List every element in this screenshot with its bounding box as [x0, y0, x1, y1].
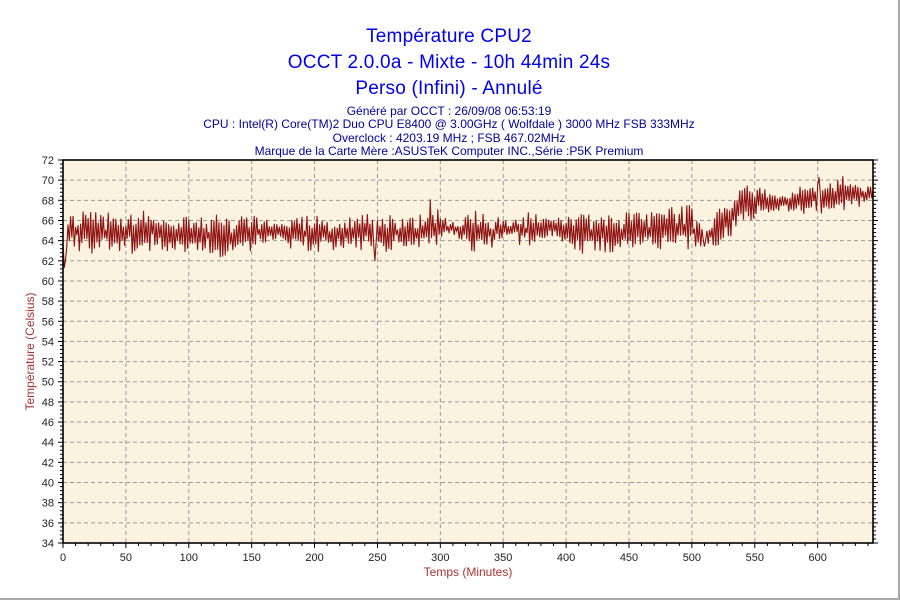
y-tick-label: 48	[42, 397, 54, 409]
chart-header: Température CPU2 OCCT 2.0.0a - Mixte - 1…	[0, 0, 898, 159]
plot-border	[62, 159, 874, 544]
x-tick-label: 50	[120, 552, 132, 564]
x-tick-label: 250	[368, 552, 386, 564]
chart-subtitle-test: OCCT 2.0.0a - Mixte - 10h 44min 24s	[287, 52, 611, 73]
y-tick-label: 50	[42, 377, 54, 389]
y-axis-label: Température (Celsius)	[23, 292, 37, 410]
chart-subtitle-status: Perso (Infini) - Annulé	[355, 78, 543, 99]
info-generated: Généré par OCCT : 26/09/08 06:53:19	[346, 104, 552, 118]
y-tick-label: 36	[42, 518, 54, 530]
y-tick-label: 52	[42, 357, 54, 369]
y-tick-label: 56	[42, 316, 54, 328]
x-tick-label: 400	[557, 552, 575, 564]
y-tick-label: 64	[42, 236, 54, 248]
y-tick-label: 54	[42, 336, 54, 348]
x-tick-label: 200	[305, 552, 323, 564]
x-tick-label: 100	[180, 552, 198, 564]
x-tick-label: 300	[431, 552, 449, 564]
y-tick-label: 42	[42, 457, 54, 469]
y-tick-label: 72	[42, 155, 54, 167]
x-tick-label: 0	[60, 552, 66, 564]
y-tick-label: 44	[42, 437, 54, 449]
y-tick-label: 58	[42, 296, 54, 308]
y-tick-label: 60	[42, 276, 54, 288]
chart-title-block: Température CPU2 OCCT 2.0.0a - Mixte - 1…	[0, 0, 898, 102]
x-tick-label: 350	[494, 552, 512, 564]
y-tick-label: 62	[42, 256, 54, 268]
y-tick-label: 40	[42, 478, 54, 490]
y-tick-label: 38	[42, 498, 54, 510]
y-tick-label: 70	[42, 175, 54, 187]
x-tick-label: 600	[808, 552, 826, 564]
y-tick-label: 34	[42, 538, 54, 550]
y-tick-label: 68	[42, 195, 54, 207]
x-tick-label: 150	[242, 552, 260, 564]
temperature-series-line	[62, 176, 874, 268]
x-axis-label: Temps (Minutes)	[424, 565, 513, 579]
system-info-block: Généré par OCCT : 26/09/08 06:53:19 CPU …	[0, 102, 898, 159]
x-tick-label: 450	[620, 552, 638, 564]
y-tick-label: 46	[42, 417, 54, 429]
x-tick-label: 550	[746, 552, 764, 564]
info-overclock: Overclock : 4203.19 MHz ; FSB 467.02MHz	[332, 130, 566, 145]
info-cpu: CPU : Intel(R) Core(TM)2 Duo CPU E8400 @…	[203, 117, 695, 132]
x-tick-label: 500	[683, 552, 701, 564]
info-motherboard: Marque de la Carte Mère :ASUSTeK Compute…	[254, 144, 644, 159]
chart-title: Température CPU2	[366, 26, 532, 47]
y-tick-label: 66	[42, 215, 54, 227]
